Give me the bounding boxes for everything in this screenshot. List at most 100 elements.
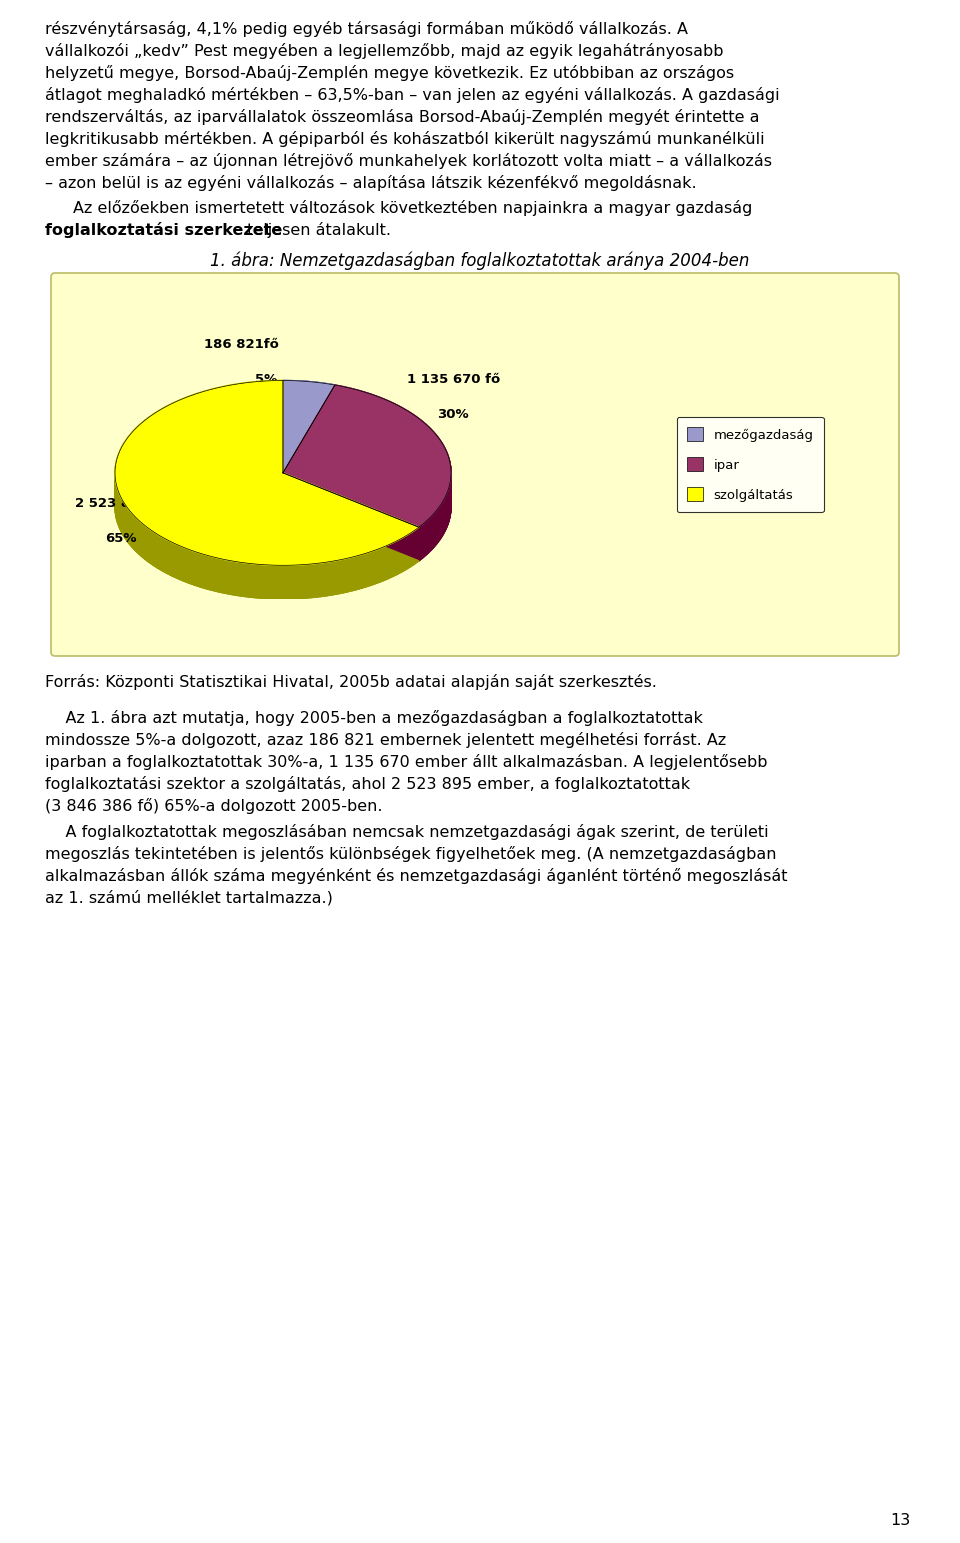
Polygon shape [228,384,232,420]
Polygon shape [269,565,273,599]
Polygon shape [115,381,419,565]
Polygon shape [213,389,216,423]
Polygon shape [180,398,183,434]
Polygon shape [335,386,336,418]
Polygon shape [246,383,249,417]
Polygon shape [162,407,165,443]
Text: alkalmazásban állók száma megyénként és nemzetgazdasági áganlént történő megoszl: alkalmazásban állók száma megyénként és … [45,869,787,884]
Polygon shape [209,389,213,423]
Polygon shape [372,551,374,585]
Polygon shape [162,537,165,572]
Polygon shape [232,562,235,596]
Polygon shape [139,520,141,555]
Polygon shape [396,404,397,438]
Text: A foglalkoztatottak megoszlásában nemcsak nemzetgazdasági ágak szerint, de terül: A foglalkoztatottak megoszlásában nemcsa… [45,824,769,839]
Polygon shape [127,508,129,543]
Text: (3 846 386 fő) 65%-a dolgozott 2005-ben.: (3 846 386 fő) 65%-a dolgozott 2005-ben. [45,798,382,815]
Polygon shape [406,534,408,569]
Polygon shape [134,515,135,551]
Polygon shape [403,409,404,443]
Text: – azon belül is az egyéni vállalkozás – alapítása látszik kézenfékvő megoldásnak: – azon belül is az egyéni vállalkozás – … [45,174,697,191]
Polygon shape [398,406,399,440]
Text: rendszerváltás, az iparvállalatok összeomlása Borsod-Abaúj-Zemplén megyét érinte: rendszerváltás, az iparvállalatok összeo… [45,110,759,125]
Polygon shape [204,390,206,424]
Polygon shape [415,529,417,563]
Polygon shape [327,562,330,596]
Polygon shape [129,435,130,471]
Polygon shape [201,392,204,426]
Polygon shape [156,412,157,446]
Polygon shape [343,386,344,420]
Polygon shape [392,403,393,437]
Polygon shape [183,398,186,432]
Polygon shape [283,414,335,506]
Polygon shape [374,549,377,585]
Polygon shape [249,563,252,597]
Polygon shape [310,563,314,597]
Polygon shape [209,555,212,591]
Polygon shape [334,560,337,594]
Polygon shape [355,389,357,423]
Text: helyzetű megye, Borsod-Abaúj-Zemplén megye következik. Ez utóbbiban az országos: helyzetű megye, Borsod-Abaúj-Zemplén meg… [45,65,734,80]
Polygon shape [258,565,262,599]
Polygon shape [228,560,232,594]
Polygon shape [165,539,167,574]
Polygon shape [122,446,123,481]
Text: foglalkoztatási szerkezete: foglalkoztatási szerkezete [45,222,282,238]
Polygon shape [239,383,242,417]
Polygon shape [279,381,283,414]
Polygon shape [186,548,188,583]
Polygon shape [402,407,403,441]
Polygon shape [375,395,376,429]
Polygon shape [365,552,369,586]
Polygon shape [410,412,411,446]
Polygon shape [134,429,136,463]
Polygon shape [396,540,398,576]
Polygon shape [354,389,355,423]
Polygon shape [226,386,228,420]
Polygon shape [387,400,388,434]
Polygon shape [226,560,228,594]
Polygon shape [349,557,353,591]
Polygon shape [290,565,293,599]
Polygon shape [255,565,258,599]
Text: Forrás: Központi Statisztikai Hivatal, 2005b adatai alapján saját szerkesztés.: Forrás: Központi Statisztikai Hivatal, 2… [45,674,657,690]
Polygon shape [364,392,366,426]
Polygon shape [192,395,195,429]
Polygon shape [137,424,139,460]
Polygon shape [266,565,269,599]
Polygon shape [186,397,189,430]
Polygon shape [399,406,401,441]
Polygon shape [321,563,324,597]
Polygon shape [130,511,131,546]
Polygon shape [123,444,124,480]
Polygon shape [340,386,341,420]
Polygon shape [223,386,226,420]
Text: 5%: 5% [255,373,277,386]
Text: Az előzőekben ismertetett változások következtében napjainkra a magyar gazdaság: Az előzőekben ismertetett változások köv… [73,201,753,216]
Polygon shape [219,559,222,593]
Polygon shape [183,548,186,582]
Polygon shape [189,395,192,430]
Polygon shape [389,401,391,435]
Polygon shape [178,545,180,580]
Polygon shape [154,412,156,447]
Polygon shape [219,387,223,421]
FancyBboxPatch shape [51,273,899,656]
Polygon shape [124,443,125,477]
Polygon shape [188,549,191,583]
Text: ember számára – az újonnan létrejövő munkahelyek korlátozott volta miatt – a vál: ember számára – az újonnan létrejövő mun… [45,153,772,170]
Polygon shape [212,557,216,591]
Polygon shape [204,554,206,589]
Polygon shape [127,437,129,472]
Polygon shape [130,434,132,469]
Polygon shape [362,554,365,588]
Polygon shape [262,381,266,415]
Polygon shape [361,390,363,426]
Polygon shape [307,565,310,599]
Polygon shape [344,559,347,593]
Polygon shape [330,562,334,596]
Polygon shape [385,400,387,434]
Polygon shape [167,540,170,574]
Polygon shape [145,526,147,560]
